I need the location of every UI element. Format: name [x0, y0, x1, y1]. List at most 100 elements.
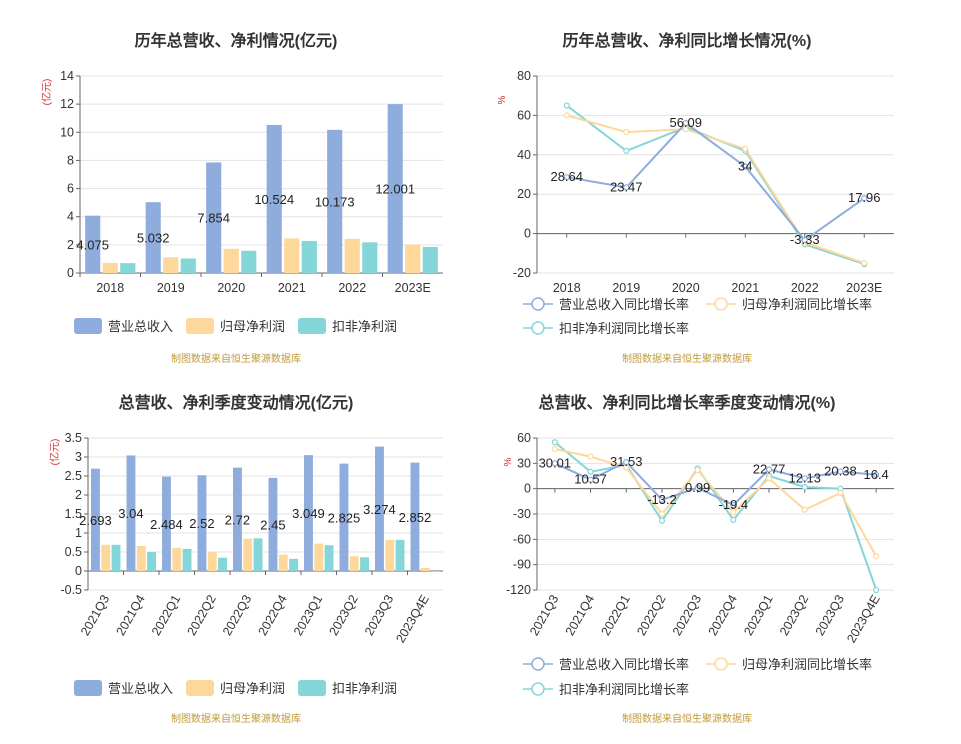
- data-point: [563, 112, 570, 119]
- bar: [253, 538, 263, 571]
- legend-label: 营业总收入: [108, 681, 173, 696]
- data-label: 34: [738, 159, 752, 174]
- y-tick-label: 8: [67, 153, 74, 167]
- data-label: 30.01: [539, 455, 572, 470]
- legend-swatch: [298, 680, 326, 696]
- x-tick-label: 2022Q2: [184, 592, 218, 638]
- source-note: 制图数据来自恒生聚源数据库: [622, 352, 752, 365]
- data-label: -3.33: [790, 232, 820, 247]
- y-tick-label: 0: [524, 227, 531, 241]
- y-tick-label: -0.5: [60, 583, 82, 597]
- y-tick-label: 30: [517, 456, 531, 470]
- series-line: [566, 121, 865, 242]
- data-point: [694, 484, 701, 491]
- bar: [410, 462, 420, 571]
- y-tick-label: 2: [67, 238, 74, 252]
- bar: [422, 246, 438, 273]
- legend-swatch: [74, 318, 102, 334]
- x-tick-label: 2023Q2: [326, 592, 360, 638]
- x-tick-label: 2019: [612, 281, 640, 295]
- y-tick-label: 80: [517, 69, 531, 83]
- bar: [85, 215, 101, 273]
- data-point: [873, 586, 880, 594]
- x-tick-label: 2018: [553, 281, 581, 295]
- y-tick-label: 2: [75, 488, 82, 502]
- bar: [362, 242, 378, 273]
- x-tick-label: 2021Q4: [113, 592, 147, 638]
- data-label: 22.77: [753, 461, 786, 476]
- data-point: [587, 468, 594, 475]
- x-tick-label: 2021Q3: [527, 592, 561, 638]
- data-label: 20.38: [824, 463, 857, 478]
- data-label: 5.032: [137, 231, 170, 246]
- chart-annual-growth-rate: 历年总营收、净利同比增长情况(%) % -20 0 20 40 60 80 2018 2019…: [497, 31, 894, 336]
- data-point: [682, 126, 689, 133]
- data-label: 2.852: [399, 510, 432, 525]
- y-tick-label: 0: [67, 266, 74, 280]
- data-point: [563, 174, 570, 181]
- bar: [163, 257, 179, 273]
- x-tick-label: 2021Q4: [563, 592, 597, 638]
- bar: [243, 538, 253, 571]
- x-tick-label: 2023Q1: [291, 592, 325, 638]
- data-point: [551, 445, 558, 453]
- bar: [145, 202, 161, 273]
- legend-label: 营业总收入: [108, 319, 173, 334]
- y-tick-label: 0: [75, 564, 82, 578]
- data-label: 17.96: [848, 190, 881, 205]
- bar: [182, 548, 192, 571]
- data-label: 2.45: [260, 517, 285, 532]
- bar: [289, 558, 298, 571]
- bar: [136, 545, 146, 571]
- y-tick-label: 3.5: [65, 431, 82, 445]
- data-point: [658, 517, 666, 524]
- bar: [304, 455, 313, 571]
- y-tick-label: 12: [60, 97, 74, 111]
- y-axis-unit: (亿元): [40, 79, 53, 106]
- data-point: [742, 163, 749, 170]
- legend-swatch: [186, 680, 214, 696]
- legend-swatch-marker: [531, 321, 545, 335]
- x-tick-label: 2022Q4: [255, 592, 289, 638]
- data-point: [551, 439, 558, 446]
- bar: [405, 244, 421, 273]
- data-label: 10.173: [315, 194, 355, 209]
- legend-swatch-marker: [531, 682, 545, 696]
- bar: [266, 124, 282, 273]
- legend-swatch-marker: [714, 297, 728, 311]
- data-point: [587, 453, 594, 460]
- y-tick-label: -120: [506, 583, 531, 597]
- y-tick-label: 1: [75, 526, 82, 540]
- data-point: [551, 460, 558, 467]
- data-label: 10.524: [254, 192, 294, 207]
- data-point: [765, 466, 773, 473]
- data-label: 12.001: [375, 182, 415, 197]
- x-tick-label: 2023Q3: [813, 592, 847, 638]
- data-label: 12.13: [788, 470, 821, 485]
- bar: [268, 477, 278, 571]
- legend-swatch-marker: [714, 657, 728, 671]
- data-point: [623, 147, 630, 154]
- data-point: [742, 145, 749, 152]
- legend-swatch-marker: [531, 297, 545, 311]
- bar: [284, 238, 300, 273]
- legend-label: 营业总收入同比增长率: [559, 297, 689, 312]
- legend-label: 扣非净利润: [332, 319, 397, 334]
- bar: [126, 455, 136, 571]
- data-label: -13.2: [647, 492, 677, 507]
- bar: [360, 557, 369, 571]
- chart-title: 历年总营收、净利情况(亿元): [135, 31, 338, 50]
- bar: [218, 557, 227, 571]
- legend-label: 归母净利润: [220, 681, 285, 696]
- bar: [324, 545, 334, 571]
- bar: [91, 468, 100, 571]
- data-label: 31.53: [610, 454, 643, 469]
- y-tick-label: 0.5: [65, 545, 82, 559]
- y-tick-label: 10: [60, 125, 74, 139]
- source-note: 制图数据来自恒生聚源数据库: [171, 712, 301, 725]
- source-note: 制图数据来自恒生聚源数据库: [171, 352, 301, 365]
- bar: [102, 262, 118, 273]
- bar: [206, 162, 222, 273]
- bar: [344, 238, 360, 273]
- bar: [111, 544, 121, 571]
